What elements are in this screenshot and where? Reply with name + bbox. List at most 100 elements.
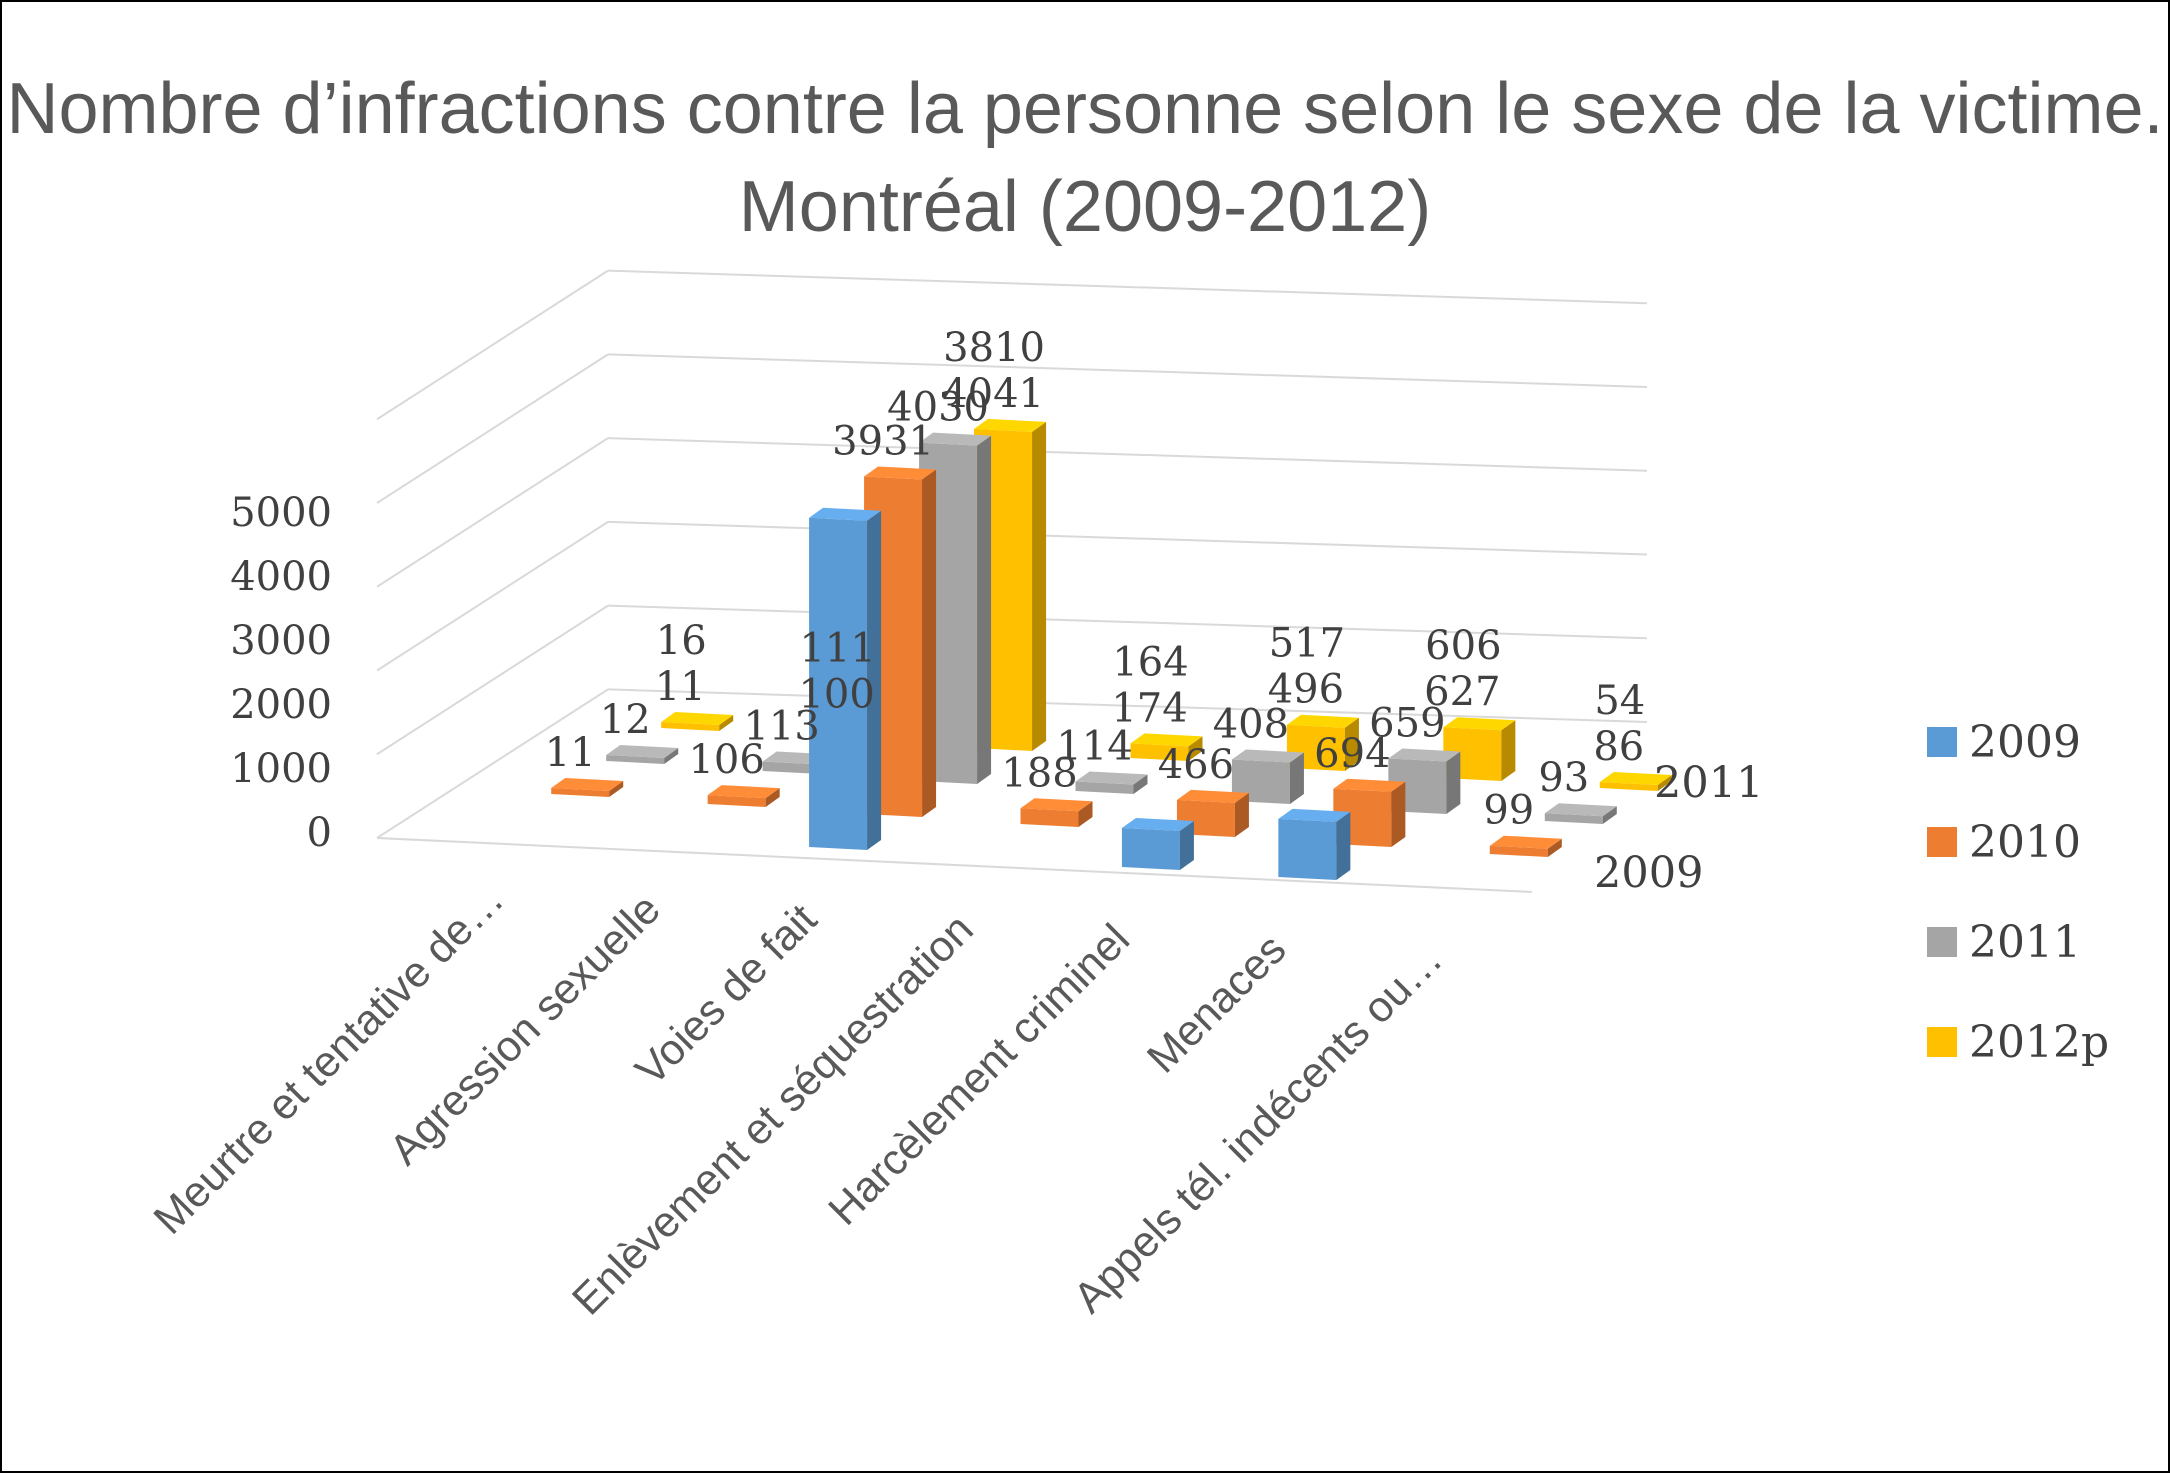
data-label: 12 (600, 697, 651, 743)
data-label: 4041 (942, 371, 1044, 417)
legend-swatch-2012p (1927, 1027, 1957, 1057)
data-label: 3931 (832, 418, 934, 464)
data-label: 466 (1158, 742, 1234, 788)
data-label: 100 (798, 672, 874, 718)
bar-2011-6 (1544, 803, 1617, 824)
bar-2012p-3 (1130, 733, 1203, 761)
bar-top (1443, 717, 1516, 731)
bar-front (1278, 818, 1337, 880)
data-label-top: 16 (656, 618, 707, 664)
bar-side (1602, 806, 1617, 824)
bar-side (977, 435, 992, 784)
data-label: 114 (1056, 723, 1132, 769)
data-label: 659 (1369, 700, 1445, 746)
bar-side (1234, 792, 1249, 837)
bar-top (1231, 749, 1304, 763)
data-label: 627 (1424, 669, 1500, 715)
legend: 2009 2010 2011 2012p (1927, 692, 2109, 1092)
bar-2009-5 (1278, 808, 1351, 880)
legend-swatch-2011 (1927, 927, 1957, 957)
legend-item-2011: 2011 (1927, 892, 2109, 992)
bar-2012p-0 (661, 712, 734, 731)
bar-front (809, 517, 868, 850)
bar-front (1489, 845, 1548, 857)
legend-item-2009: 2009 (1927, 692, 2109, 792)
bar-side (1344, 717, 1359, 771)
bar-2011-4 (1231, 749, 1304, 804)
bar-top (551, 778, 624, 791)
y-tick-label: 1000 (230, 746, 332, 792)
bar-side (664, 748, 679, 764)
data-label: 113 (743, 704, 819, 750)
data-label: 93 (1538, 755, 1589, 801)
bar-side (719, 715, 734, 731)
bar-side (922, 469, 937, 817)
chart-title: Nombre d’infractions contre la personne … (6, 69, 2164, 247)
bar-top (1489, 835, 1562, 849)
data-labels: 11 106 3931 188 466 694 99 12 113 4030 114 408 659 93… (545, 325, 1645, 834)
bar-front (1544, 813, 1603, 824)
data-label: 106 (688, 737, 764, 783)
bar-top (606, 745, 679, 758)
legend-label-2010: 2010 (1969, 816, 2081, 868)
legend-label-2011: 2011 (1969, 916, 2081, 968)
legend-item-2012p: 2012p (1927, 992, 2109, 1092)
bar-side (1336, 811, 1351, 880)
bar-2011-3 (1075, 771, 1148, 794)
bar-side (1657, 775, 1672, 791)
bar-top (707, 785, 780, 799)
bar-2010-0 (551, 778, 624, 797)
bar-side (1078, 801, 1093, 827)
data-label: 188 (1001, 750, 1077, 796)
chart-bars (551, 418, 1672, 880)
legend-label-2009: 2009 (1969, 716, 2081, 768)
bar-top (1176, 789, 1249, 803)
bar-front (1121, 827, 1180, 870)
bar-side (867, 510, 882, 850)
bar-top (1130, 733, 1203, 747)
bar-top (1286, 714, 1359, 728)
bar-2009-4 (1121, 817, 1194, 870)
bar-top (1388, 748, 1461, 762)
y-tick-label: 4000 (230, 554, 332, 600)
data-label-top: 111 (799, 626, 875, 672)
bar-side (1289, 752, 1304, 804)
y-tick-label: 2000 (230, 682, 332, 728)
category-label: Meurtre et tentative de… (145, 875, 514, 1244)
data-label: 11 (655, 664, 706, 710)
category-label: Agression sexuelle (381, 885, 670, 1174)
bar-top (661, 712, 734, 725)
legend-swatch-2009 (1927, 727, 1957, 757)
legend-label-2012p: 2012p (1969, 1016, 2110, 1068)
bar-side (1188, 736, 1203, 761)
bar-top (864, 466, 937, 480)
category-label: Harcèlement criminel (819, 915, 1139, 1235)
bar-2010-6 (1489, 835, 1562, 857)
legend-swatch-2010 (1927, 827, 1957, 857)
bar-side (1501, 720, 1516, 781)
bar-top (1075, 771, 1148, 785)
bar-top (1544, 803, 1617, 817)
data-label-top: 54 (1594, 678, 1645, 724)
bar-front (762, 761, 821, 774)
bar-2009-2 (809, 507, 882, 850)
bar-side (765, 788, 780, 807)
chart-walls (376, 269, 1648, 893)
depth-axis-label: 2011 (1654, 758, 1763, 808)
depth-axis-label: 2009 (1594, 848, 1703, 898)
bar-side (1179, 820, 1194, 870)
y-tick-label: 5000 (230, 490, 332, 536)
depth-axis-labels: 2009 2011 (1594, 758, 1763, 898)
legend-item-2010: 2010 (1927, 792, 2109, 892)
bar-front (1075, 781, 1134, 794)
data-label-top: 3810 (943, 325, 1045, 371)
bar-top (1333, 778, 1406, 792)
bar-front (707, 795, 766, 807)
y-tick-label: 3000 (230, 618, 332, 664)
data-label: 496 (1268, 667, 1344, 713)
bar-top (1599, 772, 1672, 785)
data-label: 11 (545, 730, 596, 776)
data-label: 4030 (887, 385, 989, 431)
bar-top (1278, 808, 1351, 822)
